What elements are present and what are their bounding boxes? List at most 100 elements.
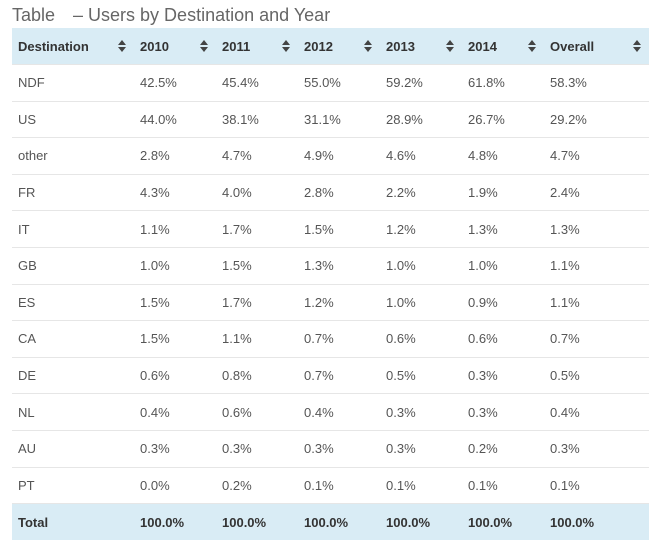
value-cell: 0.9% [462,283,544,321]
value-cell: 0.3% [380,393,462,431]
total-value-cell: 100.0% [134,503,216,541]
value-cell: 55.0% [298,64,380,102]
table-row: NDF 42.5% 45.4% 55.0% 59.2% 61.8% 58.3% [12,64,649,102]
column-header-label: Overall [550,38,595,54]
destination-cell: DE [12,356,134,394]
value-cell: 29.2% [544,100,649,138]
value-cell: 4.0% [216,173,298,211]
column-header-label: 2011 [222,38,251,54]
value-cell: 61.8% [462,64,544,102]
value-cell: 59.2% [380,64,462,102]
table-title-text: – Users by Destination and Year [73,5,331,25]
sort-both-icon[interactable] [528,40,536,52]
value-cell: 1.0% [380,246,462,285]
value-cell: 0.6% [462,320,544,358]
value-cell: 26.7% [462,100,544,138]
value-cell: 28.9% [380,100,462,138]
value-cell: 1.3% [298,246,380,285]
value-cell: 4.3% [134,173,216,211]
table-row: GB 1.0% 1.5% 1.3% 1.0% 1.0% 1.1% [12,246,649,285]
column-header-2011[interactable]: 2011 [216,28,298,65]
column-header-2014[interactable]: 2014 [462,28,544,65]
value-cell: 0.6% [134,356,216,394]
value-cell: 58.3% [544,64,649,102]
destination-cell: NDF [12,64,134,102]
table-row: ES 1.5% 1.7% 1.2% 1.0% 0.9% 1.1% [12,283,649,321]
value-cell: 0.2% [216,466,298,504]
total-label-cell: Total [12,503,134,541]
value-cell: 42.5% [134,64,216,102]
value-cell: 1.0% [380,283,462,321]
value-cell: 1.7% [216,210,298,248]
total-value-cell: 100.0% [298,503,380,541]
value-cell: 1.1% [544,283,649,321]
total-value-cell: 100.0% [380,503,462,541]
header-row: Destination 2010 2011 2012 2013 2014 Overall [12,28,649,65]
sort-both-icon[interactable] [282,40,290,52]
sort-both-icon[interactable] [633,40,641,52]
column-header-label: 2014 [468,38,497,54]
value-cell: 0.4% [298,393,380,431]
value-cell: 0.1% [298,466,380,504]
table-row: CA 1.5% 1.1% 0.7% 0.6% 0.6% 0.7% [12,320,649,358]
value-cell: 0.7% [544,320,649,358]
value-cell: 1.5% [216,246,298,285]
table-title: Table – Users by Destination and Year [12,5,330,26]
sort-both-icon[interactable] [446,40,454,52]
value-cell: 1.1% [134,210,216,248]
value-cell: 4.7% [216,137,298,175]
value-cell: 0.3% [380,429,462,468]
total-value-cell: 100.0% [544,503,649,541]
destination-cell: AU [12,429,134,468]
table-row: US 44.0% 38.1% 31.1% 28.9% 26.7% 29.2% [12,100,649,138]
sort-both-icon[interactable] [200,40,208,52]
value-cell: 0.1% [380,466,462,504]
table-row: PT 0.0% 0.2% 0.1% 0.1% 0.1% 0.1% [12,466,649,504]
column-header-2010[interactable]: 2010 [134,28,216,65]
column-header-label: 2012 [304,38,333,54]
destination-cell: US [12,100,134,138]
value-cell: 0.3% [462,356,544,394]
value-cell: 1.9% [462,173,544,211]
value-cell: 0.3% [298,429,380,468]
column-header-label: 2010 [140,38,169,54]
sort-both-icon[interactable] [364,40,372,52]
value-cell: 0.7% [298,356,380,394]
table-title-prefix: Table [12,5,56,25]
value-cell: 2.2% [380,173,462,211]
value-cell: 0.6% [216,393,298,431]
value-cell: 4.9% [298,137,380,175]
total-value-cell: 100.0% [216,503,298,541]
table-row: IT 1.1% 1.7% 1.5% 1.2% 1.3% 1.3% [12,210,649,248]
value-cell: 1.1% [544,246,649,285]
value-cell: 0.3% [134,429,216,468]
value-cell: 38.1% [216,100,298,138]
column-header-2012[interactable]: 2012 [298,28,380,65]
total-value-cell: 100.0% [462,503,544,541]
destination-cell: CA [12,320,134,358]
destination-cell: ES [12,283,134,321]
value-cell: 2.4% [544,173,649,211]
value-cell: 0.8% [216,356,298,394]
value-cell: 0.5% [380,356,462,394]
total-row: Total 100.0% 100.0% 100.0% 100.0% 100.0% 100.0… [12,503,649,541]
column-header-2013[interactable]: 2013 [380,28,462,65]
value-cell: 2.8% [134,137,216,175]
value-cell: 45.4% [216,64,298,102]
value-cell: 4.6% [380,137,462,175]
value-cell: 1.5% [134,283,216,321]
value-cell: 1.0% [462,246,544,285]
column-header-overall[interactable]: Overall [544,28,649,65]
value-cell: 4.7% [544,137,649,175]
destination-cell: PT [12,466,134,504]
value-cell: 0.1% [462,466,544,504]
destination-cell: NL [12,393,134,431]
destination-cell: GB [12,246,134,285]
value-cell: 0.3% [216,429,298,468]
column-header-destination[interactable]: Destination [12,28,134,65]
value-cell: 0.7% [298,320,380,358]
table-row: DE 0.6% 0.8% 0.7% 0.5% 0.3% 0.5% [12,356,649,394]
value-cell: 31.1% [298,100,380,138]
sort-both-icon[interactable] [118,40,126,52]
value-cell: 1.2% [298,283,380,321]
